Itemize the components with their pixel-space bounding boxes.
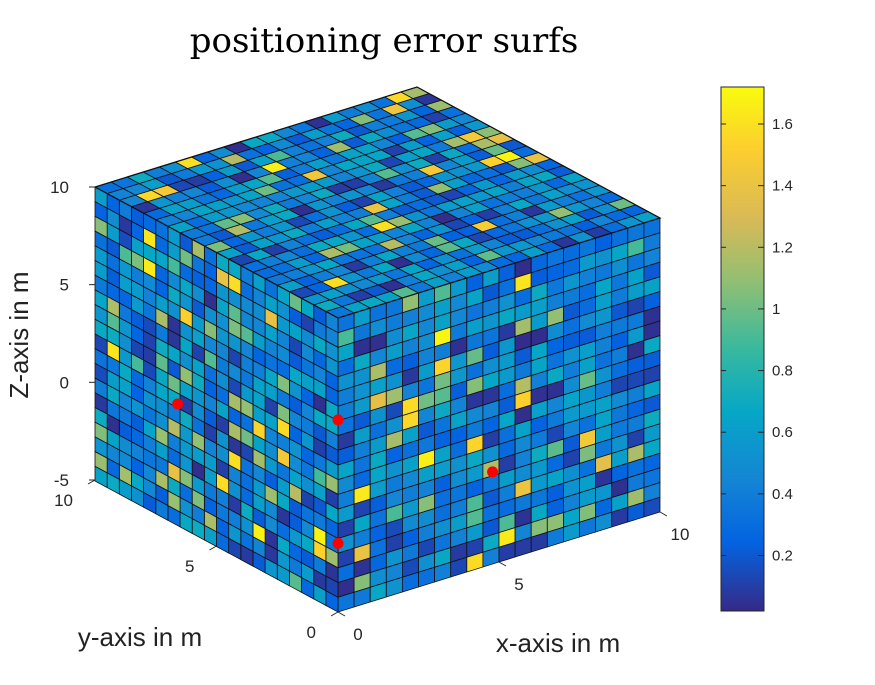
anchor-marker <box>332 537 344 549</box>
colorbar-tick-label: 0.4 <box>772 486 793 503</box>
x-tick-mark <box>337 611 346 617</box>
anchor-markers <box>172 398 499 549</box>
y-tick-label: 0 <box>307 623 316 642</box>
voxel-cube <box>93 86 662 613</box>
z-tick-label: 10 <box>50 178 69 197</box>
axis-ticks: 10 5 0 -5 0 5 10 0 5 10 <box>50 178 689 644</box>
chart-title: positioning error surfs <box>190 21 579 61</box>
x-tick-label: 5 <box>514 575 523 594</box>
y-tick-label: 10 <box>54 491 73 510</box>
z-tick-label: 0 <box>60 373 69 392</box>
x-tick-label: 10 <box>671 525 690 544</box>
left-face-cell <box>94 465 108 489</box>
z-tick-label: 5 <box>60 276 69 295</box>
anchor-marker <box>172 398 184 410</box>
top-face-outline <box>93 86 662 319</box>
x-tick-label: 0 <box>353 625 362 644</box>
colorbar-tick-label: 1.4 <box>772 178 793 195</box>
x-axis-label: x-axis in m <box>496 628 620 658</box>
colorbar-tick-label: 0.8 <box>772 363 793 380</box>
z-tick-label: -5 <box>54 471 69 490</box>
y-tick-mark <box>209 545 217 551</box>
colorbar-tick-label: 0.2 <box>772 548 793 565</box>
colorbar: 1.6 1.4 1.2 1 0.8 0.6 0.4 0.2 <box>720 86 793 612</box>
x-tick-mark <box>498 561 507 567</box>
colorbar-tick-label: 1 <box>772 301 780 318</box>
y-tick-label: 5 <box>185 557 194 576</box>
y-tick-mark <box>330 611 339 617</box>
colorbar-tick-label: 0.6 <box>772 424 793 441</box>
anchor-marker <box>487 466 499 478</box>
colorbar-tick-label: 1.6 <box>772 116 793 133</box>
y-tick-mark <box>87 479 96 485</box>
y-axis-label: y-axis in m <box>78 622 202 652</box>
colorbar-tick-label: 1.2 <box>772 239 793 256</box>
colorbar-ticks: 1.6 1.4 1.2 1 0.8 0.6 0.4 0.2 <box>721 116 793 565</box>
colorbar-gradient <box>720 86 765 612</box>
z-axis-label: Z-axis in m <box>4 271 34 398</box>
anchor-marker <box>332 414 344 426</box>
right-face-cell <box>643 496 661 518</box>
x-tick-mark <box>659 511 668 517</box>
